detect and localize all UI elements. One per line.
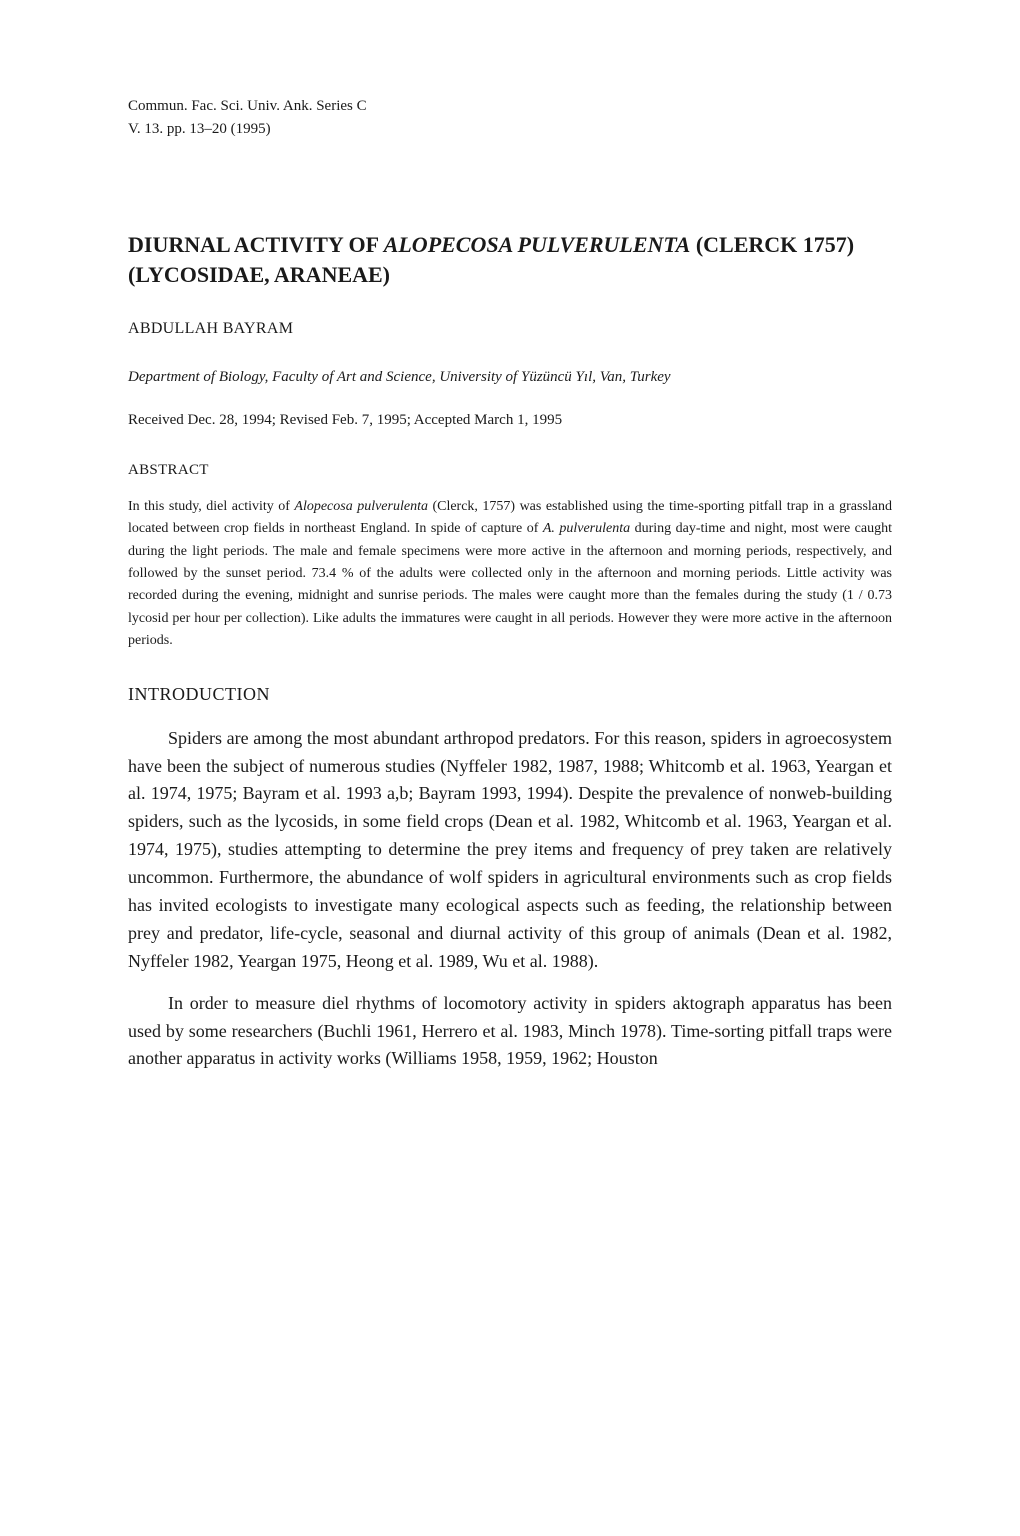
abstract-heading: ABSTRACT <box>128 460 892 482</box>
submission-dates: Received Dec. 28, 1994; Revised Feb. 7, … <box>128 410 892 432</box>
journal-line-1: Commun. Fac. Sci. Univ. Ank. Series C <box>128 95 892 118</box>
author-name: ABDULLAH BAYRAM <box>128 317 892 340</box>
abstract-part-c: during day-time and night, most were cau… <box>128 521 892 648</box>
abstract-species-1: Alopecosa pulverulenta <box>294 499 428 514</box>
abstract-species-2: A. pulverulenta <box>543 521 630 536</box>
author-affiliation: Department of Biology, Faculty of Art an… <box>128 367 892 389</box>
intro-paragraph-1: Spiders are among the most abundant arth… <box>128 725 892 976</box>
journal-header: Commun. Fac. Sci. Univ. Ank. Series C V.… <box>128 95 892 140</box>
abstract-part-a: In this study, diel activity of <box>128 499 294 514</box>
title-species: ALOPECOSA PULVERULENTA <box>384 232 691 257</box>
paper-title: DIURNAL ACTIVITY OF ALOPECOSA PULVERULEN… <box>128 230 892 289</box>
title-prefix: DIURNAL ACTIVITY OF <box>128 232 384 257</box>
introduction-heading: INTRODUCTION <box>128 681 892 707</box>
abstract-text: In this study, diel activity of Alopecos… <box>128 496 892 653</box>
journal-line-2: V. 13. pp. 13–20 (1995) <box>128 118 892 141</box>
intro-paragraph-2: In order to measure diel rhythms of loco… <box>128 990 892 1074</box>
